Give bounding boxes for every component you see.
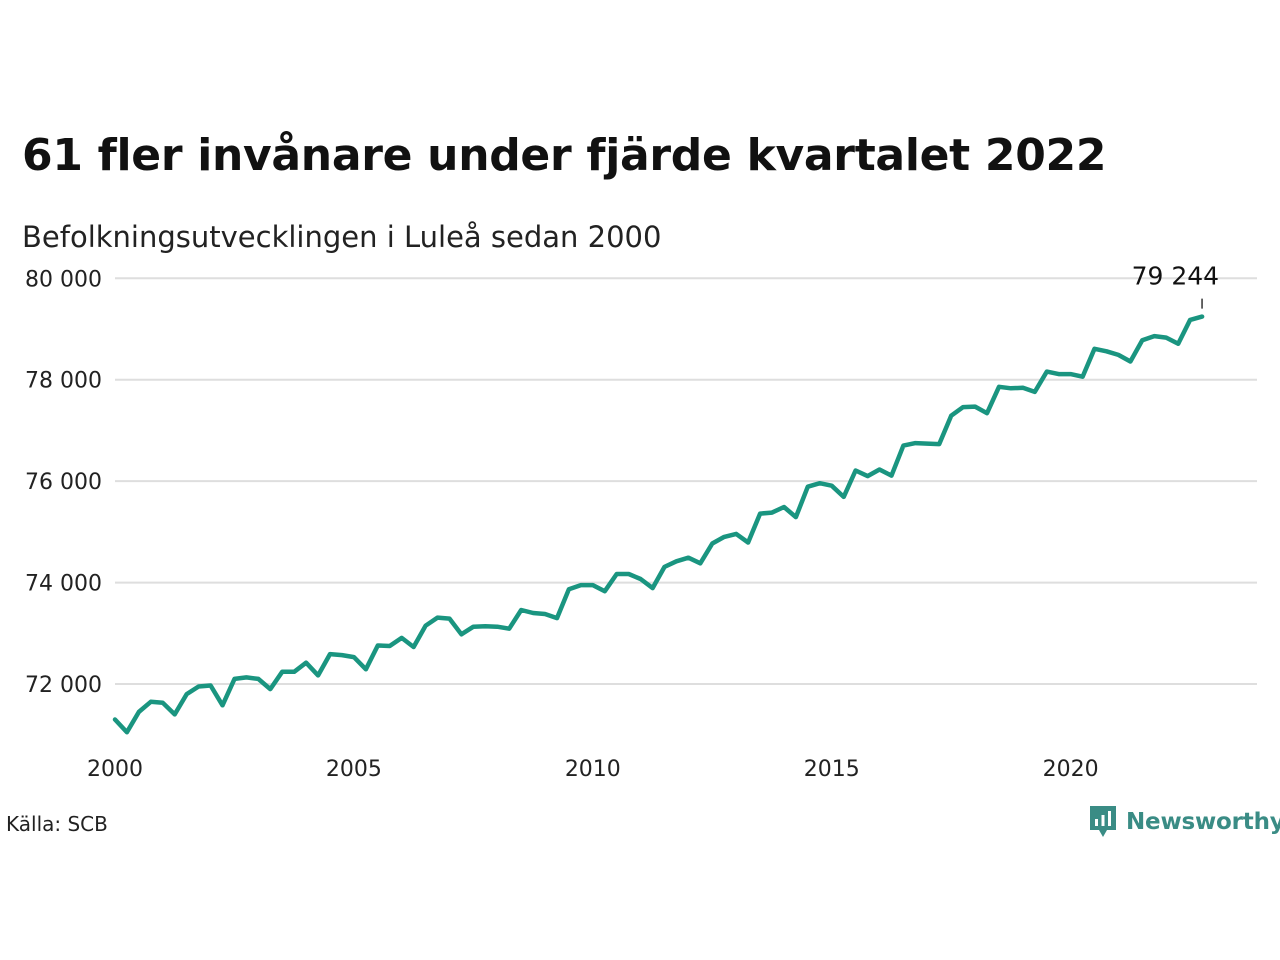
y-tick-label: 74 000: [25, 572, 102, 597]
y-tick-label: 72 000: [25, 673, 102, 698]
x-tick-label: 2000: [87, 757, 143, 782]
last-value-label: 79 244: [1132, 262, 1219, 291]
chart-title: 61 fler invånare under fjärde kvartalet …: [22, 130, 1107, 181]
x-tick-label: 2015: [804, 757, 860, 782]
x-tick-label: 2020: [1043, 757, 1099, 782]
y-tick-label: 80 000: [25, 267, 102, 292]
series-line: [112, 314, 1205, 735]
x-tick-label: 2005: [326, 757, 382, 782]
y-tick-label: 78 000: [25, 369, 102, 394]
newsworthy-logo-icon: [1090, 806, 1116, 837]
brand-name: Newsworthy: [1126, 809, 1280, 835]
source-note: Källa: SCB: [6, 812, 108, 836]
brand-logo: Newsworthy: [1088, 804, 1280, 840]
x-tick-label: 2010: [565, 757, 621, 782]
chart-subtitle: Befolkningsutvecklingen i Luleå sedan 20…: [22, 220, 662, 254]
y-tick-label: 76 000: [25, 470, 102, 495]
